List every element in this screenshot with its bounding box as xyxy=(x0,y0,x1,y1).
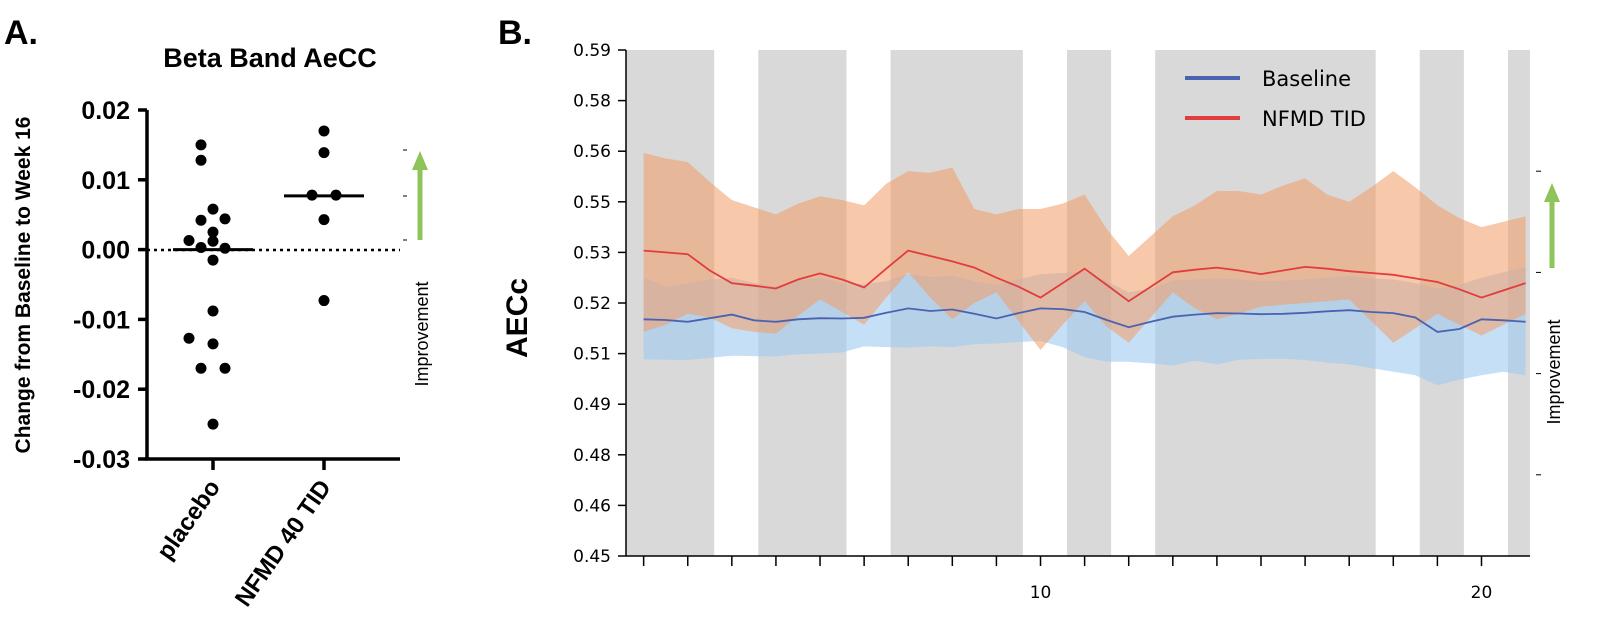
panel-b-legend: Baseline NFMD TID xyxy=(1185,67,1366,131)
panel-a-data-point xyxy=(207,418,219,430)
panel-a-points xyxy=(183,125,342,430)
panel-b-y-tick-label: 0.48 xyxy=(573,446,611,466)
arrow-head-icon xyxy=(1544,183,1560,202)
panel-b-y-tick-label: 0.53 xyxy=(573,243,611,263)
panel-b-x-ticks: 10 20 xyxy=(642,556,1493,603)
panel-a-data-point xyxy=(195,362,207,374)
panel-a: A. Beta Band AeCC Change from Baseline t… xyxy=(4,14,432,612)
panel-b-y-tick-label: 0.55 xyxy=(573,193,611,213)
panel-b-improvement-label: Improvement xyxy=(1544,319,1564,424)
panel-a-y-tick-label: -0.01 xyxy=(73,306,130,334)
legend-label-baseline: Baseline xyxy=(1262,67,1351,91)
panel-a-medians xyxy=(173,194,364,252)
panel-b-y-axis-label: AECc xyxy=(501,278,534,358)
panel-a-x-ticks: placebo NFMD 40 TID xyxy=(152,459,337,612)
panel-a-data-point xyxy=(195,214,207,226)
panel-b-y-tick-label: 0.46 xyxy=(573,496,611,516)
panel-a-data-point xyxy=(207,235,219,247)
panel-b-letter: B. xyxy=(498,14,532,52)
panel-a-y-tick-label: 0.02 xyxy=(81,97,130,125)
panel-b: B. AECc 0.59 0.58 0.56 0.55 0.53 0.52 0.51 0.49… xyxy=(498,14,1564,603)
panel-a-data-point xyxy=(183,332,195,344)
panel-b-x-tick-label: 10 xyxy=(1030,583,1052,603)
panel-a-data-point xyxy=(318,214,330,226)
panel-a-data-point xyxy=(207,254,219,266)
panel-a-y-tick-label: -0.03 xyxy=(73,446,130,474)
panel-a-data-point xyxy=(195,139,207,151)
panel-a-data-point xyxy=(318,125,330,137)
panel-a-data-point xyxy=(207,305,219,317)
panel-a-data-point xyxy=(183,235,195,247)
panel-a-data-point xyxy=(195,154,207,166)
panel-b-line-nfmd-tid xyxy=(643,249,1526,303)
panel-a-data-point xyxy=(318,147,330,159)
panel-a-letter: A. xyxy=(4,14,38,52)
panel-a-x-tick-label: placebo xyxy=(152,475,226,565)
legend-label-nfmd-tid: NFMD TID xyxy=(1262,107,1366,131)
panel-a-x-tick-label: NFMD 40 TID xyxy=(230,475,337,612)
panel-b-confidence-bands xyxy=(643,153,1526,386)
panel-b-y-ticks: 0.59 0.58 0.56 0.55 0.53 0.52 0.51 0.49 0.48 0.46… xyxy=(573,41,626,567)
panel-b-series-lines xyxy=(643,249,1526,333)
panel-b-y-tick-label: 0.45 xyxy=(573,547,611,567)
panel-a-data-point xyxy=(219,362,231,374)
panel-a-y-axis-label: Change from Baseline to Week 16 xyxy=(12,117,35,454)
panel-a-data-point xyxy=(207,338,219,350)
panel-a-data-point xyxy=(195,242,207,254)
panel-b-y-tick-label: 0.59 xyxy=(573,41,611,61)
panel-a-data-point xyxy=(207,226,219,238)
panel-b-y-tick-label: 0.49 xyxy=(573,395,611,415)
panel-a-improvement-arrow xyxy=(403,149,428,241)
panel-a-data-point xyxy=(318,295,330,307)
panel-a-data-point xyxy=(219,213,231,225)
panel-a-data-point xyxy=(207,203,219,215)
panel-b-line-baseline xyxy=(643,307,1526,333)
panel-b-improvement-arrow xyxy=(1544,183,1560,268)
panel-a-y-ticks: 0.02 0.01 0.00 -0.01 -0.02 -0.03 xyxy=(73,97,147,474)
panel-a-improvement-label: Improvement xyxy=(412,281,432,386)
panel-b-y-tick-label: 0.56 xyxy=(573,142,611,162)
arrow-head-icon xyxy=(412,151,428,170)
panel-b-y-tick-label: 0.52 xyxy=(573,294,611,314)
panel-b-y-tick-label: 0.58 xyxy=(573,92,611,112)
panel-b-band-nfmd-tid xyxy=(643,153,1526,350)
panel-b-y-tick-label: 0.51 xyxy=(573,345,611,365)
panel-a-y-tick-label: 0.00 xyxy=(81,237,130,265)
panel-a-title: Beta Band AeCC xyxy=(163,43,377,73)
panel-a-y-tick-label: 0.01 xyxy=(81,167,130,195)
panel-a-y-tick-label: -0.02 xyxy=(73,376,130,404)
panel-b-right-tick-marks xyxy=(1536,170,1541,476)
panel-b-x-tick-label: 20 xyxy=(1471,583,1493,603)
